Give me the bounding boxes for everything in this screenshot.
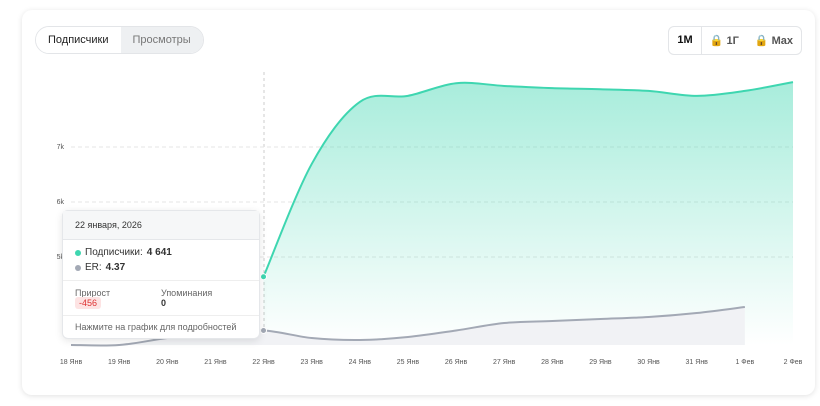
label: Подписчики: xyxy=(85,247,143,258)
period[interactable]: 1М xyxy=(669,27,702,54)
period-label: 1Г xyxy=(726,35,739,47)
x-tick-label: 21 Янв xyxy=(204,359,227,366)
x-tick-label: 24 Янв xyxy=(349,359,372,366)
hint: Нажмите на график для подробностей xyxy=(75,322,237,332)
area xyxy=(263,82,793,345)
value: 0 xyxy=(161,298,167,308)
x-tick-label: 1 Фев xyxy=(735,359,754,366)
y-tick-label: 5k xyxy=(57,254,65,261)
tooltip: 22 января, 2026 Подписчики: 4 641 ER: 4.37… xyxy=(62,210,260,339)
label: Прирост xyxy=(75,288,111,298)
x-tick-label: 30 Янв xyxy=(637,359,660,366)
period[interactable]: 🔒 1Г xyxy=(709,35,739,47)
period[interactable]: 🔒 Max xyxy=(754,35,793,47)
label: ER: xyxy=(85,262,102,273)
tab[interactable]: Просмотры xyxy=(120,27,203,53)
value: -456 xyxy=(75,297,102,309)
value: 4.37 xyxy=(105,262,126,273)
x-tick-label: 26 Янв xyxy=(445,359,468,366)
tab[interactable]: Подписчики xyxy=(36,27,121,53)
tooltip-date: 22 января, 2026 xyxy=(63,211,259,240)
line xyxy=(262,81,794,278)
periods: 1М 🔒 1Г 🔒 Max xyxy=(668,26,802,55)
value: 4 641 xyxy=(146,247,172,258)
x-tick-label: 19 Янв xyxy=(108,359,131,366)
x-tick-label: 23 Янв xyxy=(300,359,323,366)
y-tick-label: 7k xyxy=(57,144,65,151)
x-tick-label: 27 Янв xyxy=(493,359,516,366)
hover-point xyxy=(260,273,268,281)
x-tick-label: 25 Янв xyxy=(397,359,420,366)
y-tick-label: 6k xyxy=(57,199,65,206)
x-tick-label: 28 Янв xyxy=(541,359,564,366)
x-tick-label: 29 Янв xyxy=(589,359,612,366)
x-tick-label: 18 Янв xyxy=(60,359,83,366)
x-tick-label: 31 Янв xyxy=(686,359,709,366)
x-tick-label: 20 Янв xyxy=(156,359,179,366)
hover-point xyxy=(260,327,268,334)
x-tick-label: 22 Янв xyxy=(252,359,275,366)
period-label: Max xyxy=(771,35,793,47)
tabs: Подписчики Просмотры xyxy=(35,26,204,54)
x-tick-label: 2 Фев xyxy=(784,359,803,366)
label: Упоминания xyxy=(161,288,213,298)
